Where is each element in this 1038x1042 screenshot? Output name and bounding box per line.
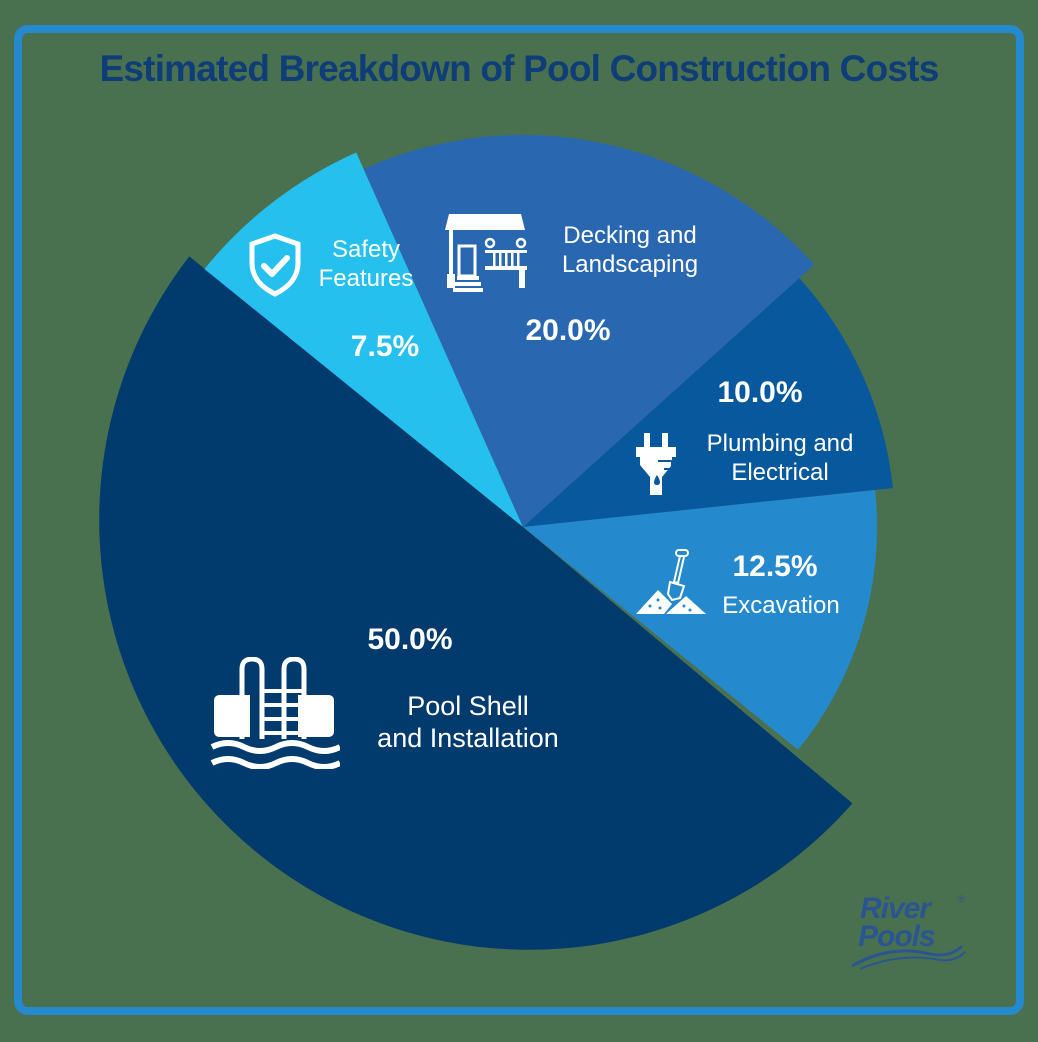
shovel-dirt-icon xyxy=(636,549,706,614)
slice-pool-shell[interactable] xyxy=(99,256,853,950)
chart-title: Estimated Breakdown of Pool Construction… xyxy=(99,48,940,89)
plumbing-percent: 10.0% xyxy=(717,376,803,409)
excavation-label: Excavation xyxy=(722,592,840,619)
pool-shell-label: Pool Shell and Installation xyxy=(377,691,559,754)
safety-label: Safety Features xyxy=(318,236,414,292)
pool-ladder-icon xyxy=(210,657,340,769)
excavation-percent: 12.5% xyxy=(732,550,818,583)
house-porch-icon xyxy=(445,214,527,292)
pool-shell-percent: 50.0% xyxy=(367,623,453,656)
safety-percent: 7.5% xyxy=(350,330,420,363)
river-pools-logo: River ® Pools xyxy=(850,892,970,972)
decking-percent: 20.0% xyxy=(525,314,611,347)
wave-icon xyxy=(851,944,966,970)
infographic-frame xyxy=(14,25,1024,1015)
slice-plumbing[interactable] xyxy=(523,278,893,527)
decking-label: Decking and Landscaping xyxy=(561,222,699,278)
slice-excavation[interactable] xyxy=(523,490,878,750)
shield-check-icon xyxy=(249,233,301,297)
slice-safety[interactable] xyxy=(204,152,523,528)
plug-faucet-icon xyxy=(636,433,676,495)
plumbing-label: Plumbing and Electrical xyxy=(706,430,854,486)
slice-decking[interactable] xyxy=(363,135,815,527)
